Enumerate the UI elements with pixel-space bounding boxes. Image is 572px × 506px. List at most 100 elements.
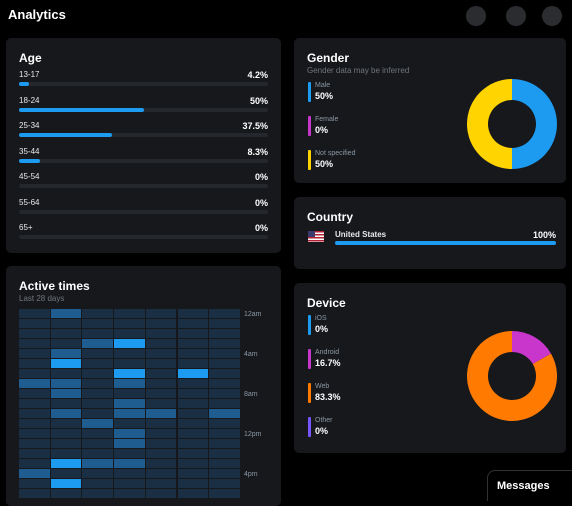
age-title: Age (19, 51, 42, 65)
heatmap-cell (209, 339, 240, 348)
gender-donut-chart (467, 79, 557, 169)
heatmap-cell (145, 369, 177, 378)
heatmap-cell (177, 309, 209, 318)
heatmap-cell (209, 489, 240, 498)
gender-legend-label: Not specified (315, 150, 356, 157)
time-label: 4pm (244, 471, 258, 478)
gender-legend-value: 0% (315, 125, 329, 135)
heatmap-cell (19, 399, 50, 408)
heatmap-cell (50, 349, 82, 358)
heatmap-cell (19, 359, 50, 368)
messages-drawer[interactable]: Messages (487, 470, 572, 501)
heatmap-cell (177, 389, 209, 398)
device-legend-swatch (308, 315, 311, 335)
heatmap-cell (19, 449, 50, 458)
heatmap-cell (114, 389, 145, 398)
heatmap-cell (50, 329, 82, 338)
heatmap-cell (177, 409, 209, 418)
heatmap-cell (19, 469, 50, 478)
heatmap-cell (50, 359, 82, 368)
active-times-card: Active times Last 28 days 12am 4am 8am 12pm… (6, 266, 281, 506)
age-row-track (19, 107, 268, 112)
heatmap-cell (50, 389, 82, 398)
heatmap-cell (145, 339, 177, 348)
heatmap-cell (82, 469, 114, 478)
heatmap-cell (145, 399, 177, 408)
age-row: 35-44 8.3% (19, 147, 268, 173)
heatmap-cell (50, 439, 82, 448)
time-label: 8am (244, 391, 258, 398)
account-avatar-icon[interactable] (466, 6, 486, 26)
age-row-value: 50% (249, 95, 268, 106)
heatmap-cell (19, 409, 50, 418)
heatmap-cell (145, 329, 177, 338)
heatmap-cell (177, 469, 209, 478)
heatmap-cell (145, 349, 177, 358)
age-row-value: 0% (254, 223, 268, 233)
heatmap-cell (82, 379, 114, 388)
heatmap-cell (209, 319, 240, 328)
heatmap-cell (145, 319, 177, 328)
gender-legend-label: Male (315, 82, 331, 89)
gender-legend-swatch (308, 150, 311, 170)
device-legend-value: 0% (315, 324, 329, 334)
heatmap-cell (19, 479, 50, 488)
heatmap-cell (50, 429, 82, 438)
device-legend-item: Web 83.3% (308, 383, 438, 405)
gender-legend-value: 50% (315, 159, 334, 169)
device-legend-swatch (308, 417, 311, 437)
age-row-track (19, 184, 268, 188)
heatmap-cell (19, 459, 50, 468)
heatmap-cell (19, 349, 50, 358)
heatmap-cell (114, 339, 145, 348)
header: Analytics (0, 0, 572, 32)
device-donut-chart (467, 331, 557, 421)
heatmap-cell (114, 409, 145, 418)
heatmap-cell (82, 489, 114, 498)
heatmap-cell (177, 429, 209, 438)
heatmap-cell (209, 389, 240, 398)
heatmap-cell (209, 439, 240, 448)
heatmap-cell (82, 319, 114, 328)
device-legend-value: 16.7% (315, 358, 341, 368)
heatmap-cell (19, 439, 50, 448)
heatmap-cell (50, 409, 82, 418)
heatmap-cell (82, 429, 114, 438)
country-card: Country United States 100% (294, 197, 566, 269)
settings-icon[interactable] (542, 6, 562, 26)
heatmap-cell (145, 309, 177, 318)
more-icon[interactable] (506, 6, 526, 26)
gender-legend-swatch (308, 116, 311, 136)
heatmap-cell (50, 449, 82, 458)
heatmap-cell (177, 419, 209, 428)
age-row-bar-fill (19, 107, 144, 112)
heatmap-cell (114, 329, 145, 338)
device-legend-value: 0% (315, 426, 329, 436)
device-legend-item: Android 16.7% (308, 349, 438, 371)
heatmap-cell (209, 309, 240, 318)
heatmap-cell (82, 479, 114, 488)
age-row-value: 4.2% (247, 70, 268, 80)
heatmap-cell (177, 489, 209, 498)
heatmap-cell (50, 309, 82, 318)
time-label: 12pm (244, 431, 262, 438)
age-row: 55-64 0% (19, 198, 268, 224)
age-row-track (19, 235, 268, 239)
heatmap-cell (50, 339, 82, 348)
heatmap-cell (50, 479, 82, 488)
device-legend-swatch (308, 383, 311, 403)
device-legend-label: Other (315, 417, 333, 424)
heatmap-cell (145, 469, 177, 478)
age-row-label: 45-54 (19, 172, 40, 181)
heatmap-cell (114, 489, 145, 498)
heatmap-cell (177, 379, 209, 388)
heatmap-cell (114, 399, 145, 408)
heatmap-cell (50, 379, 82, 388)
age-row: 13-17 4.2% (19, 70, 268, 96)
heatmap-cell (19, 369, 50, 378)
gender-legend-swatch (308, 82, 311, 102)
heatmap-cell (145, 359, 177, 368)
heatmap-cell (145, 449, 177, 458)
heatmap-cell (177, 449, 209, 458)
age-row-label: 25-34 (19, 121, 40, 130)
